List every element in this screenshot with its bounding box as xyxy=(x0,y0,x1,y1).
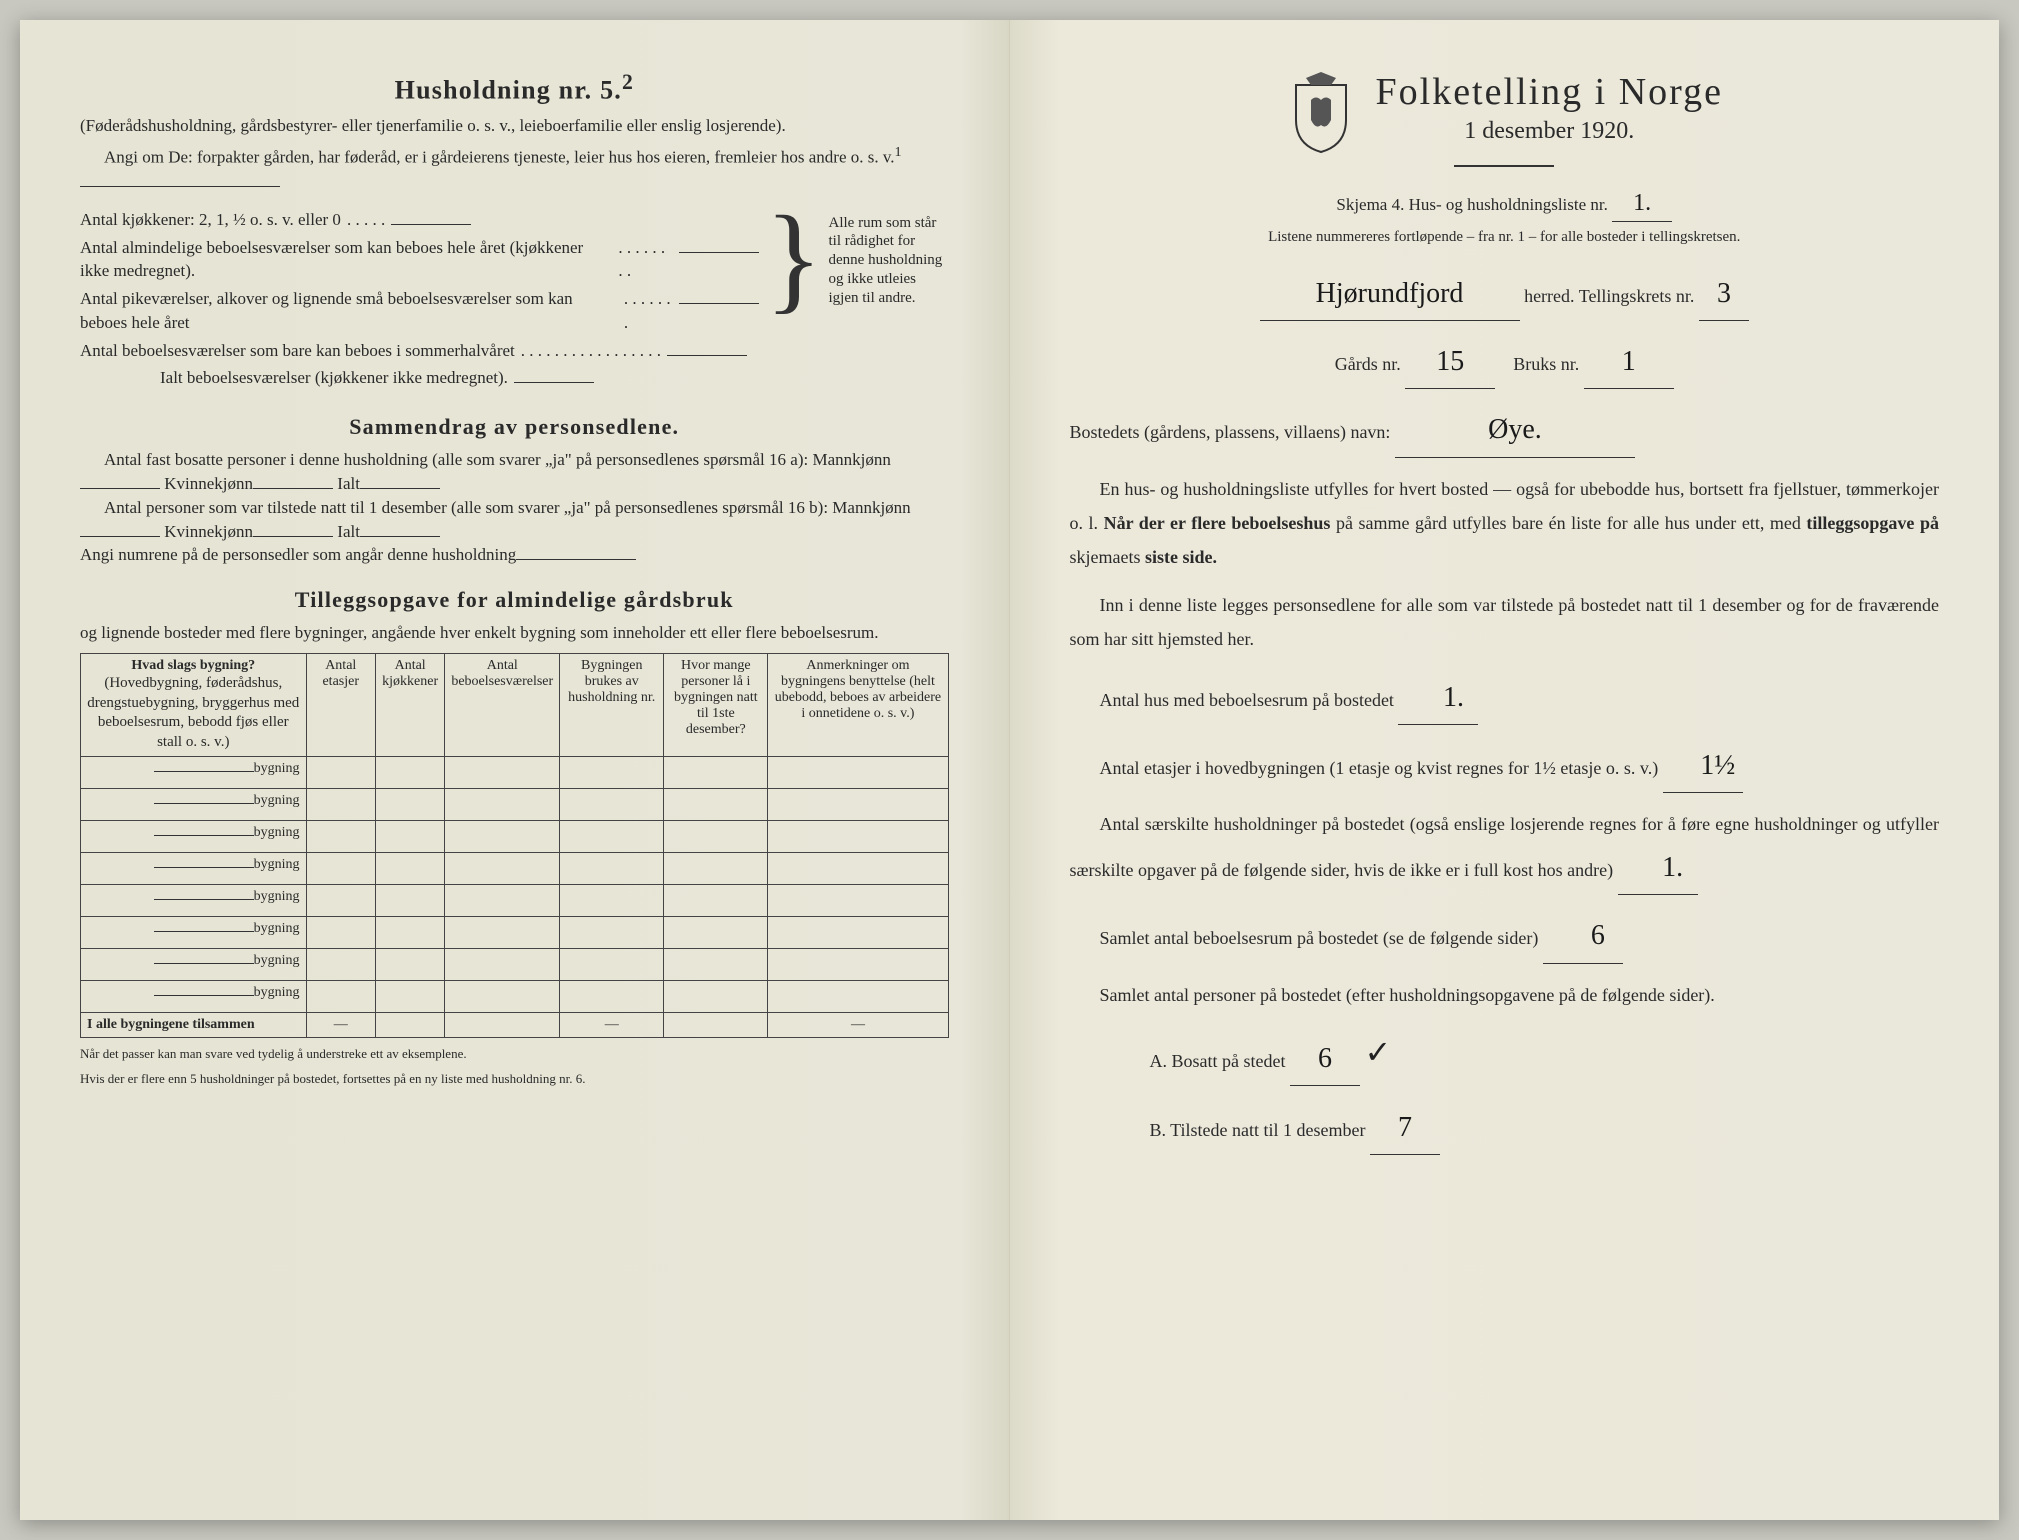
col-1: Hvad slags bygning? (Hovedbygning, føder… xyxy=(81,654,307,757)
right-page: Folketelling i Norge 1 desember 1920. Sk… xyxy=(1010,20,2000,1520)
list-note: Listene nummereres fortløpende – fra nr.… xyxy=(1070,228,1940,248)
check-mark-icon: ✓ xyxy=(1364,1034,1391,1070)
rooms-line-1: Antal almindelige beboelsesværelser som … xyxy=(80,236,612,284)
summary-line-2: Antal personer som var tilstede natt til… xyxy=(80,496,949,544)
brace-text: Alle rum som står til rådighet for denne… xyxy=(829,204,949,395)
summary-line-1: Antal fast bosatte personer i denne hush… xyxy=(80,448,949,496)
col-5: Bygningen brukes av husholdning nr. xyxy=(560,654,664,757)
bosted-line: Bostedets (gårdens, plassens, villaens) … xyxy=(1070,403,1940,457)
bygning-table: Hvad slags bygning? (Hovedbygning, føder… xyxy=(80,653,949,1038)
heading-sub2: Angi om De: forpakter gården, har føderå… xyxy=(80,143,949,193)
coat-of-arms-icon xyxy=(1286,70,1356,155)
table-row: bygning xyxy=(81,821,949,853)
main-title: Folketelling i Norge xyxy=(1376,70,1724,114)
rooms-total: Ialt beboelsesværelser (kjøkkener ikke m… xyxy=(160,366,508,390)
table-row: bygning xyxy=(81,917,949,949)
table-row: bygning xyxy=(81,853,949,885)
skjema-line: Skjema 4. Hus- og husholdningsliste nr. … xyxy=(1070,187,1940,222)
q3-line: Antal særskilte husholdninger på bostede… xyxy=(1070,807,1940,895)
subtitle: 1 desember 1920. xyxy=(1376,118,1724,145)
instructions-1: En hus- og husholdningsliste utfylles fo… xyxy=(1070,472,1940,575)
household-heading: Husholdning nr. 5.2 xyxy=(80,70,949,106)
gards-line: Gårds nr. 15 Bruks nr. 1 xyxy=(1070,335,1940,389)
left-page: Husholdning nr. 5.2 (Føderådshusholdning… xyxy=(20,20,1010,1520)
qA-line: A. Bosatt på stedet 6 ✓ xyxy=(1070,1026,1940,1087)
tillegg-heading: Tilleggsopgave for almindelige gårdsbruk xyxy=(80,587,949,613)
title-header: Folketelling i Norge 1 desember 1920. xyxy=(1070,70,1940,155)
footnote-2: Hvis der er flere enn 5 husholdninger på… xyxy=(80,1071,949,1088)
heading-sub1: (Føderådshusholdning, gårdsbestyrer- ell… xyxy=(80,114,949,138)
document-spread: Husholdning nr. 5.2 (Føderådshusholdning… xyxy=(20,20,1999,1520)
col-4: Antal beboelsesværelser xyxy=(445,654,560,757)
q5-line: Samlet antal personer på bostedet (efter… xyxy=(1070,978,1940,1012)
herred-line: Hjørundfjord herred. Tellingskrets nr. 3 xyxy=(1070,267,1940,321)
q2-line: Antal etasjer i hovedbygningen (1 etasje… xyxy=(1070,739,1940,793)
table-row: bygning xyxy=(81,757,949,789)
qB-line: B. Tilstede natt til 1 desember 7 xyxy=(1070,1101,1940,1155)
table-row: bygning xyxy=(81,949,949,981)
kitchens-line: Antal kjøkkener: 2, 1, ½ o. s. v. eller … xyxy=(80,208,341,232)
col-7: Anmerkninger om bygningens benyttelse (h… xyxy=(768,654,948,757)
table-row: bygning xyxy=(81,885,949,917)
title-rule xyxy=(1454,165,1554,167)
footnote-1: Når det passer kan man svare ved tydelig… xyxy=(80,1046,949,1063)
col-3: Antal kjøkkener xyxy=(375,654,444,757)
table-row: bygning xyxy=(81,981,949,1013)
q1-line: Antal hus med beboelsesrum på bostedet 1… xyxy=(1070,671,1940,725)
col-2: Antal etasjer xyxy=(306,654,375,757)
rooms-block: Antal kjøkkener: 2, 1, ½ o. s. v. eller … xyxy=(80,204,949,395)
rooms-line-3: Antal beboelsesværelser som bare kan beb… xyxy=(80,339,515,363)
col-6: Hvor mange personer lå i bygningen natt … xyxy=(664,654,768,757)
q4-line: Samlet antal beboelsesrum på bostedet (s… xyxy=(1070,909,1940,963)
brace-icon: } xyxy=(759,204,829,395)
tillegg-sub: og lignende bosteder med flere bygninger… xyxy=(80,621,949,645)
table-total-row: I alle bygningene tilsammen — — — xyxy=(81,1013,949,1038)
rooms-line-2: Antal pikeværelser, alkover og lignende … xyxy=(80,287,618,335)
summary-line-3: Angi numrene på de personsedler som angå… xyxy=(80,543,949,567)
instructions-2: Inn i denne liste legges personsedlene f… xyxy=(1070,588,1940,656)
table-row: bygning xyxy=(81,789,949,821)
summary-heading: Sammendrag av personsedlene. xyxy=(80,414,949,440)
